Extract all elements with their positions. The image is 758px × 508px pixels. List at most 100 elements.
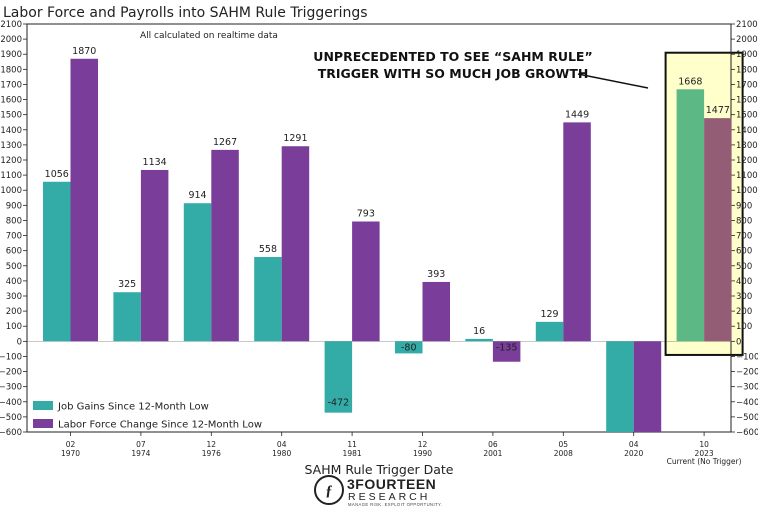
x-tick-label-year: 1980 xyxy=(272,449,291,458)
y-tick-label-right: 0 xyxy=(736,337,741,347)
annotation: UNPRECEDENTED TO SEE “SAHM RULE” TRIGGER… xyxy=(313,49,649,89)
y-tick-label-right: 1800 xyxy=(736,65,758,75)
x-tick-label-month: 10 xyxy=(699,440,709,449)
bar-labor-force xyxy=(352,221,380,342)
bar-job-gains xyxy=(43,181,71,342)
bar-labor-force xyxy=(70,58,98,342)
x-tick-label-year: 1970 xyxy=(61,449,80,458)
y-tick-label-right: −600 xyxy=(736,428,758,438)
data-label: 393 xyxy=(427,269,445,280)
x-tick-label-month: 02 xyxy=(66,440,76,449)
data-label: 1449 xyxy=(565,109,589,120)
bar-labor-force xyxy=(492,341,521,362)
y-tick-label-left: 300 xyxy=(6,292,22,302)
y-tick-label-left: 1500 xyxy=(0,111,22,121)
data-label: 793 xyxy=(357,209,375,220)
y-tick-label-right: −500 xyxy=(736,413,758,423)
x-tick-label-year: 2008 xyxy=(554,449,573,458)
y-tick-label-right: 600 xyxy=(736,247,752,257)
data-label: 129 xyxy=(540,309,558,320)
y-tick-label-right: −300 xyxy=(736,383,758,393)
x-tick-label-year: 2001 xyxy=(483,449,502,458)
bar-job-gains xyxy=(254,257,282,342)
y-tick-label-left: 1700 xyxy=(0,80,22,90)
y-tick-label-left: 800 xyxy=(6,216,22,226)
annotation-line-2: TRIGGER WITH SO MUCH JOB GROWTH xyxy=(318,66,589,81)
y-tick-label-left: 1400 xyxy=(0,126,22,136)
data-label: -80 xyxy=(401,342,417,353)
data-label: 1267 xyxy=(213,137,237,148)
bar-labor-force xyxy=(211,149,239,342)
x-tick-label-month: 12 xyxy=(418,440,428,449)
y-tick-label-right: 2000 xyxy=(736,35,758,45)
x-tick-label-month: 07 xyxy=(136,440,146,449)
y-tick-label-right: −200 xyxy=(736,368,758,378)
y-tick-label-left: 600 xyxy=(6,247,22,257)
bar-labor-force xyxy=(422,281,450,342)
y-tick-label-left: −400 xyxy=(0,398,22,408)
annotation-line-1: UNPRECEDENTED TO SEE “SAHM RULE” xyxy=(313,49,592,64)
bar-labor-force xyxy=(140,169,169,342)
y-tick-label-left: 1200 xyxy=(0,156,22,166)
y-tick-label-right: 700 xyxy=(736,232,752,242)
bar-job-gains xyxy=(465,338,493,342)
legend-label: Labor Force Change Since 12-Month Low xyxy=(58,420,262,431)
y-tick-label-left: −500 xyxy=(0,413,22,423)
y-tick-label-left: −100 xyxy=(0,352,22,362)
y-tick-label-right: 1100 xyxy=(736,171,758,181)
brand-logo-icon xyxy=(314,475,344,505)
data-label: 1291 xyxy=(283,133,307,144)
bar-labor-force xyxy=(633,341,662,432)
y-tick-label-right: 2100 xyxy=(736,20,758,30)
bar-job-gains xyxy=(535,321,564,342)
data-label: -135 xyxy=(496,342,518,353)
bar-job-gains xyxy=(395,341,423,354)
y-tick-label-left: 1900 xyxy=(0,50,22,60)
y-tick-label-right: 100 xyxy=(736,322,752,332)
y-tick-label-right: 800 xyxy=(736,216,752,226)
data-label: 16 xyxy=(473,326,485,337)
y-tick-label-left: −200 xyxy=(0,368,22,378)
data-label: 1477 xyxy=(706,105,730,116)
legend-swatch xyxy=(33,419,53,428)
x-tick-label-year: 1974 xyxy=(131,449,150,458)
y-tick-label-left: 400 xyxy=(6,277,22,287)
y-tick-label-left: 1800 xyxy=(0,65,22,75)
y-tick-label-left: 1600 xyxy=(0,96,22,106)
x-tick-label-month: 11 xyxy=(347,440,357,449)
bar-labor-force xyxy=(281,146,310,342)
data-label: -472 xyxy=(328,398,350,409)
y-tick-label-left: 1300 xyxy=(0,141,22,151)
bar-labor-force xyxy=(704,118,732,342)
x-tick-label-month: 05 xyxy=(559,440,569,449)
data-label: 1870 xyxy=(72,46,96,57)
y-tick-label-right: −100 xyxy=(736,352,758,362)
bar-job-gains xyxy=(113,292,141,342)
x-tick-label-year: 2020 xyxy=(624,449,643,458)
bar-job-gains xyxy=(676,89,705,342)
brand-logo: ƒ 3FOURTEEN RESEARCH MANAGE RISK. EXPLOI… xyxy=(314,475,442,507)
y-tick-label-left: 0 xyxy=(17,337,22,347)
y-tick-label-right: 1500 xyxy=(736,111,758,121)
data-label: 1668 xyxy=(678,76,702,87)
y-tick-label-left: 100 xyxy=(6,322,22,332)
x-tick-label-month: 06 xyxy=(488,440,498,449)
y-tick-label-right: 1000 xyxy=(736,186,758,196)
bar-job-gains xyxy=(183,203,212,342)
brand-tagline: MANAGE RISK. EXPLOIT OPPORTUNITY. xyxy=(348,502,442,507)
x-tick-label-month: 12 xyxy=(207,440,217,449)
bar-job-gains xyxy=(324,341,353,413)
bar-labor-force xyxy=(563,122,591,342)
y-tick-label-right: 500 xyxy=(736,262,752,272)
data-label: 325 xyxy=(118,279,136,290)
x-tick-label-year: 2023 xyxy=(695,449,714,458)
x-axis-label: SAHM Rule Trigger Date xyxy=(304,462,453,477)
y-tick-label-right: −400 xyxy=(736,398,758,408)
y-tick-label-right: 1400 xyxy=(736,126,758,136)
x-tick-label-year: 1976 xyxy=(202,449,221,458)
brand-sub: RESEARCH xyxy=(348,491,430,503)
y-tick-label-right: 300 xyxy=(736,292,752,302)
y-tick-label-left: 900 xyxy=(6,201,22,211)
y-tick-label-right: 1700 xyxy=(736,80,758,90)
